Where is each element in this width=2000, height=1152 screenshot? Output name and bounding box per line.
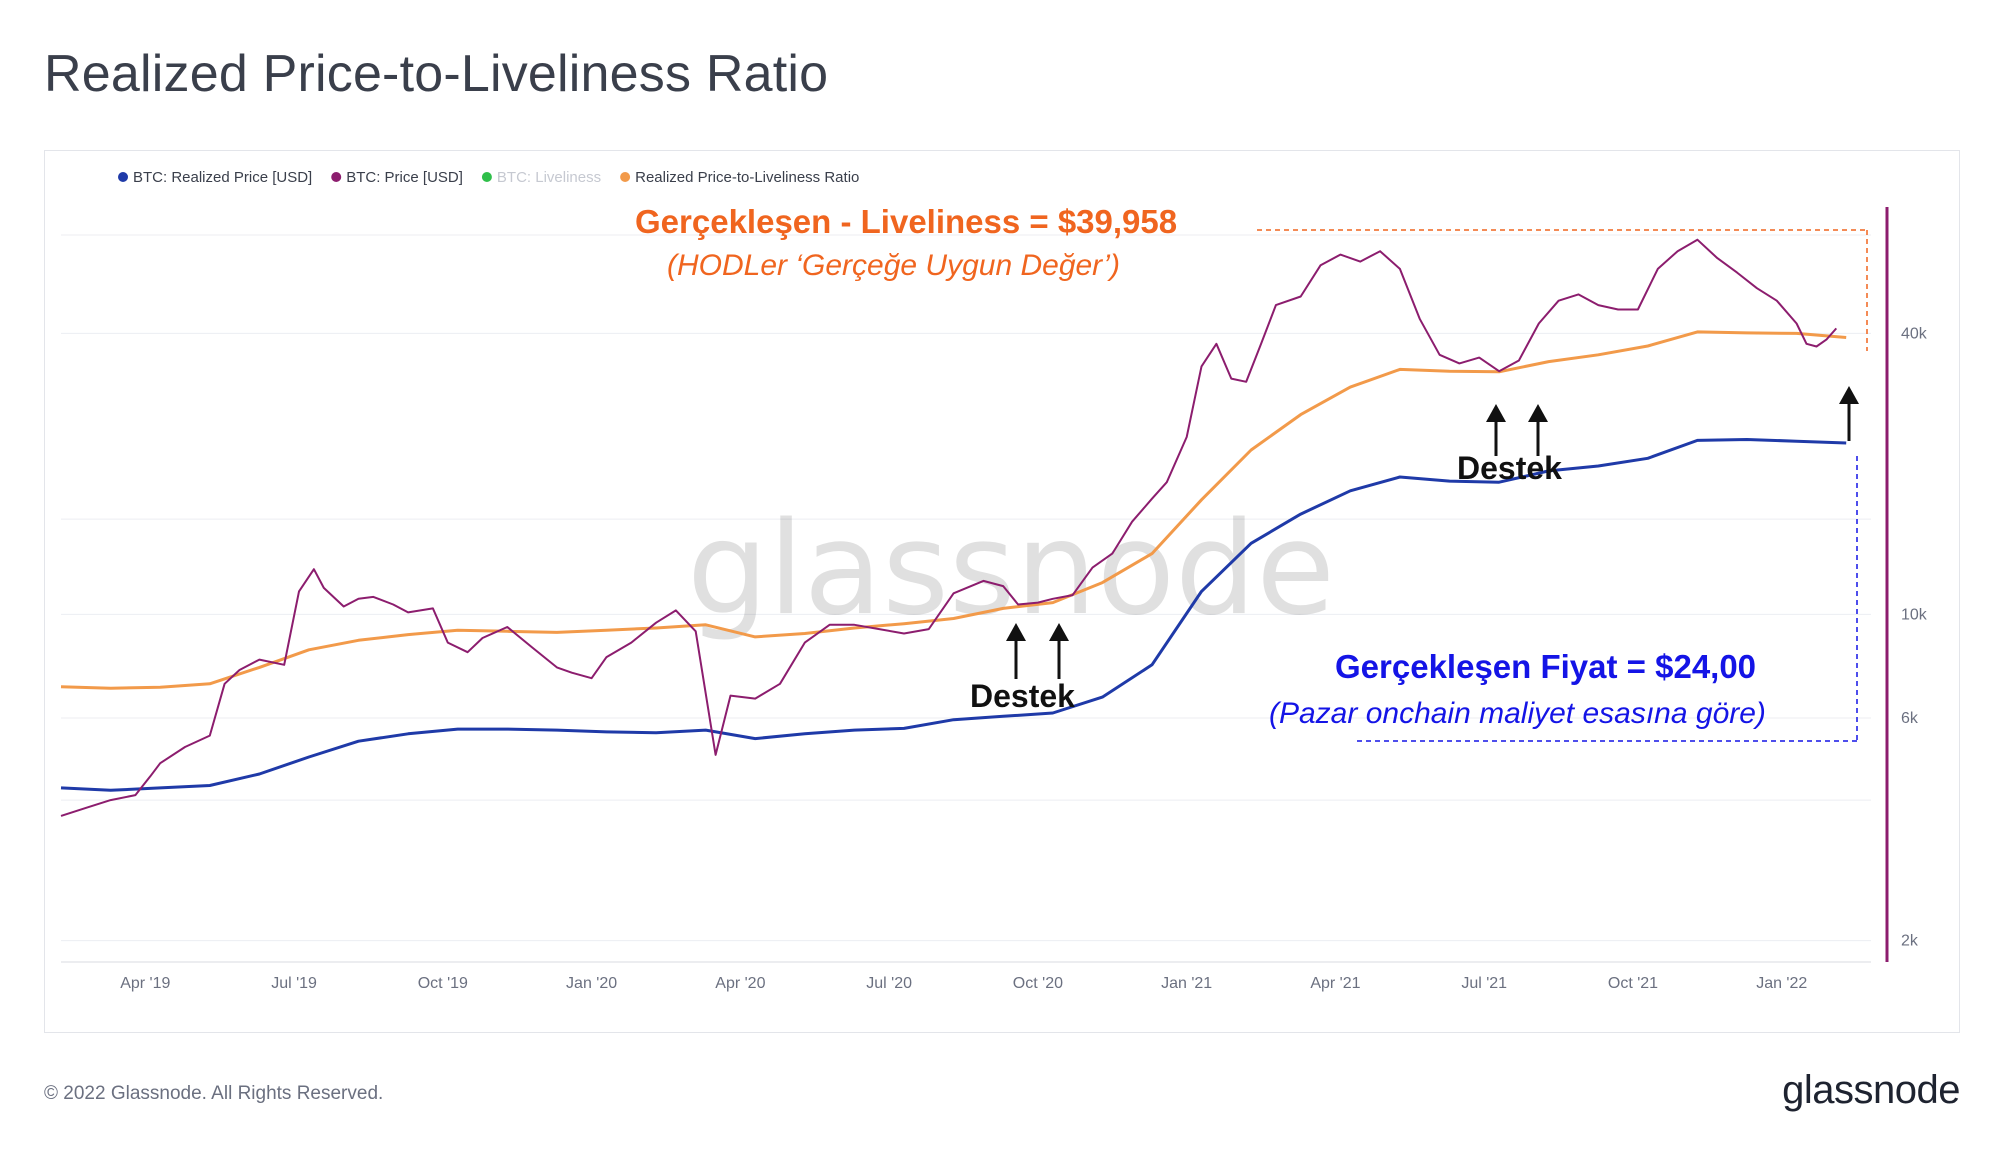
legend-label: BTC: Price [USD] xyxy=(346,169,463,186)
x-tick-label: Jan '20 xyxy=(566,975,617,992)
x-tick-label: Jul '21 xyxy=(1461,975,1507,992)
legend-label: Realized Price-to-Liveliness Ratio xyxy=(635,169,859,186)
series-line xyxy=(60,238,1838,817)
support-label: Destek xyxy=(1457,450,1562,486)
annotation-liveliness-sub: (HODLer ‘Gerçeğe Uygun Değer’) xyxy=(667,249,1120,282)
chart-svg[interactable]: glassnode 2k 6k 10k 40k Apr '19 Jul '19 Oct '19… xyxy=(45,151,1961,1034)
x-tick-label: Jan '22 xyxy=(1756,975,1807,992)
y-tick-label: 2k xyxy=(1901,933,1919,950)
y-tick-label: 6k xyxy=(1901,710,1919,727)
x-tick-label: Oct '19 xyxy=(418,975,468,992)
annotation-realized-sub: (Pazar onchain maliyet esasına göre) xyxy=(1269,697,1766,730)
watermark: glassnode xyxy=(687,495,1335,644)
annotation-realized-title: Gerçekleşen Fiyat = $24,00 xyxy=(1335,648,1756,685)
x-tick-label: Oct '20 xyxy=(1013,975,1063,992)
x-tick-label: Apr '20 xyxy=(715,975,765,992)
x-tick-label: Apr '21 xyxy=(1310,975,1360,992)
y-tick-label: 40k xyxy=(1901,325,1928,342)
support-label: Destek xyxy=(970,678,1075,714)
x-tick-label: Apr '19 xyxy=(120,975,170,992)
support-arrow-head xyxy=(1049,623,1069,641)
support-arrow-head xyxy=(1486,404,1506,422)
legend-dot xyxy=(331,172,342,182)
legend-dot xyxy=(481,172,492,182)
chart-frame: glassnode 2k 6k 10k 40k Apr '19 Jul '19 Oct '19… xyxy=(44,150,1960,1033)
x-tick-label: Jul '20 xyxy=(866,975,912,992)
series-line xyxy=(60,438,1847,792)
x-tick-label: Jul '19 xyxy=(271,975,317,992)
footer-logo: glassnode xyxy=(1782,1068,1960,1112)
support-arrow-head xyxy=(1839,386,1859,404)
y-tick-label: 10k xyxy=(1901,606,1928,623)
legend-dot xyxy=(118,172,128,182)
page-title: Realized Price-to-Liveliness Ratio xyxy=(44,45,829,103)
x-tick-label: Oct '21 xyxy=(1608,975,1658,992)
annotation-liveliness-title: Gerçekleşen - Liveliness = $39,958 xyxy=(635,203,1177,240)
legend-label: BTC: Realized Price [USD] xyxy=(133,169,312,186)
support-arrow-head xyxy=(1006,623,1026,641)
series-line xyxy=(60,330,1847,690)
x-tick-label: Jan '21 xyxy=(1161,975,1212,992)
legend-dot xyxy=(620,172,631,182)
legend-label: BTC: Liveliness xyxy=(497,169,601,186)
footer-copyright: © 2022 Glassnode. All Rights Reserved. xyxy=(44,1083,384,1104)
support-arrow-head xyxy=(1528,404,1548,422)
